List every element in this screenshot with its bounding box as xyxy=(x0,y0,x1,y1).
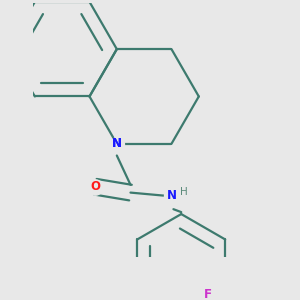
Text: N: N xyxy=(167,189,176,202)
Text: H: H xyxy=(180,187,188,196)
Text: N: N xyxy=(112,137,122,150)
Text: N: N xyxy=(112,137,122,150)
Text: O: O xyxy=(90,180,100,193)
Text: F: F xyxy=(204,288,212,300)
